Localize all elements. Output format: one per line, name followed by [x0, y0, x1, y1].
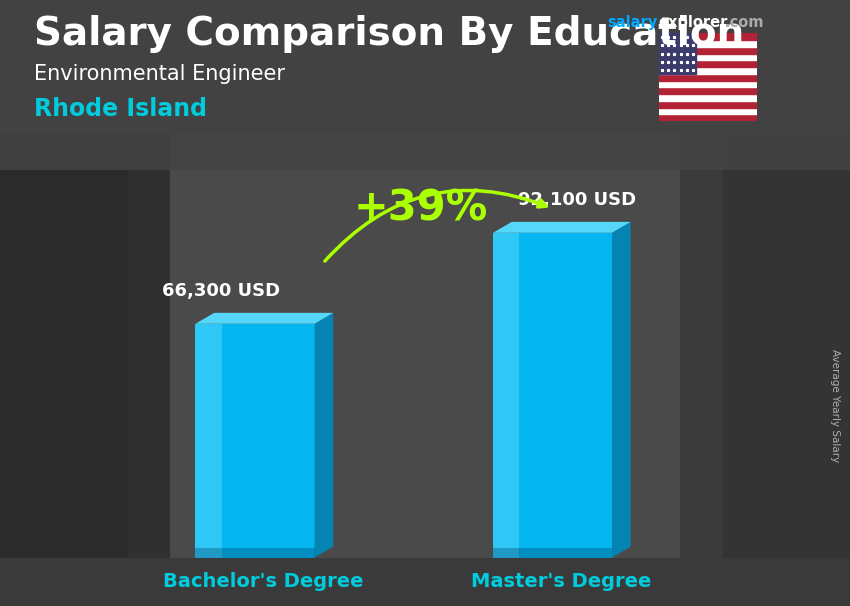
Polygon shape — [493, 222, 631, 233]
Text: Salary Comparison By Education: Salary Comparison By Education — [34, 15, 745, 53]
Polygon shape — [612, 222, 631, 558]
Text: Master's Degree: Master's Degree — [471, 572, 651, 591]
Text: explorer: explorer — [659, 15, 728, 30]
Bar — [0, 133, 170, 558]
Text: Rhode Island: Rhode Island — [34, 97, 207, 121]
Polygon shape — [493, 548, 612, 558]
Bar — [659, 81, 756, 87]
Bar — [659, 47, 756, 53]
Bar — [659, 67, 756, 74]
Bar — [659, 94, 756, 101]
Polygon shape — [196, 548, 314, 558]
Polygon shape — [196, 313, 333, 324]
Bar — [659, 108, 756, 115]
Polygon shape — [196, 324, 222, 558]
Text: Environmental Engineer: Environmental Engineer — [34, 64, 285, 84]
Polygon shape — [493, 233, 519, 558]
Bar — [128, 133, 722, 558]
FancyArrowPatch shape — [325, 190, 547, 261]
Bar — [659, 33, 696, 74]
Polygon shape — [493, 233, 612, 558]
Text: 66,300 USD: 66,300 USD — [162, 282, 280, 299]
Text: Bachelor's Degree: Bachelor's Degree — [163, 572, 364, 591]
Bar — [659, 33, 756, 40]
Text: .com: .com — [724, 15, 763, 30]
Polygon shape — [196, 324, 314, 558]
Bar — [659, 53, 756, 61]
Bar — [659, 61, 756, 67]
Bar — [659, 101, 756, 108]
Bar — [0, 0, 850, 170]
Bar — [659, 87, 756, 94]
Polygon shape — [314, 313, 333, 558]
Text: salary: salary — [608, 15, 658, 30]
Text: 92,100 USD: 92,100 USD — [518, 190, 637, 208]
Text: Average Yearly Salary: Average Yearly Salary — [830, 350, 840, 462]
Bar — [659, 115, 756, 121]
Bar — [659, 40, 756, 47]
Text: +39%: +39% — [354, 188, 488, 230]
Bar — [659, 74, 756, 81]
Bar — [680, 133, 850, 558]
